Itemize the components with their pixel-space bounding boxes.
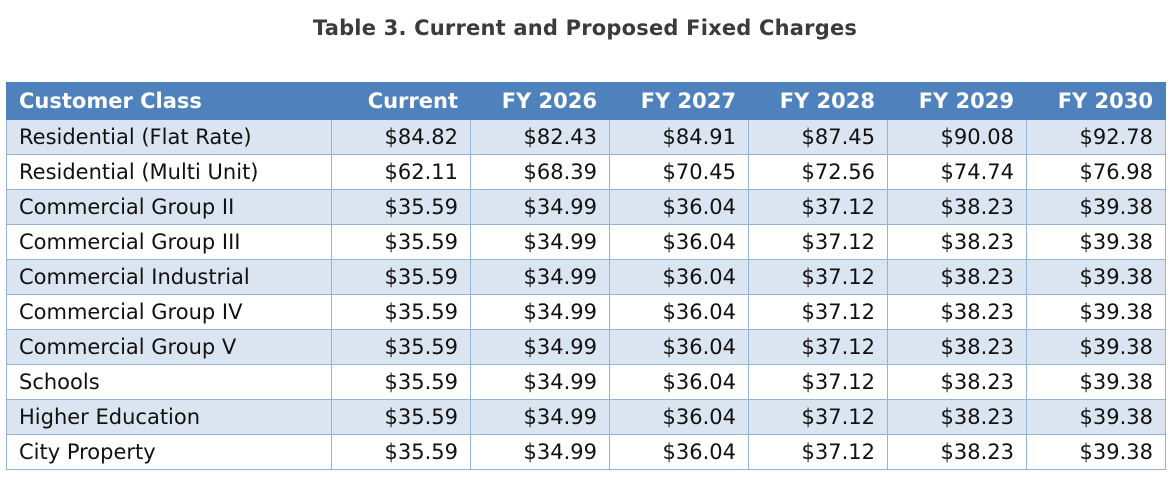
customer-class-cell: Schools [6,364,332,400]
charge-cell: $38.23 [887,399,1027,435]
charge-cell: $36.04 [609,189,749,225]
table-row: Residential (Flat Rate) $84.82 $82.43 $84.9… [6,119,1166,155]
fixed-charges-table: Customer Class Current FY 2026 FY 2027 FY 20… [6,82,1166,470]
charge-cell: $34.99 [470,294,610,330]
charge-cell: $84.82 [331,119,471,155]
charge-cell: $35.59 [331,189,471,225]
charge-cell: $68.39 [470,154,610,190]
charge-cell: $90.08 [887,119,1027,155]
charge-cell: $38.23 [887,434,1027,470]
charge-cell: $36.04 [609,399,749,435]
charge-cell: $34.99 [470,224,610,260]
charge-cell: $39.38 [1026,224,1166,260]
charge-cell: $34.99 [470,434,610,470]
column-header: Current [331,82,471,120]
table-row: Commercial Group II $35.59 $34.99 $36.04 $37… [6,189,1166,225]
charge-cell: $38.23 [887,259,1027,295]
table-row: Schools $35.59 $34.99 $36.04 $37.12 $38.23 $39… [6,364,1166,400]
customer-class-cell: Commercial Industrial [6,259,332,295]
charge-cell: $34.99 [470,189,610,225]
charge-cell: $76.98 [1026,154,1166,190]
charge-cell: $39.38 [1026,329,1166,365]
customer-class-cell: City Property [6,434,332,470]
charge-cell: $35.59 [331,364,471,400]
table-row: Higher Education $35.59 $34.99 $36.04 $37.12… [6,399,1166,435]
table-body: Residential (Flat Rate) $84.82 $82.43 $84.9… [6,119,1166,470]
charge-cell: $37.12 [748,329,888,365]
column-header: FY 2026 [470,82,610,120]
column-header: FY 2029 [887,82,1027,120]
charge-cell: $35.59 [331,399,471,435]
charge-cell: $36.04 [609,294,749,330]
charge-cell: $35.59 [331,259,471,295]
charge-cell: $37.12 [748,294,888,330]
charge-cell: $35.59 [331,329,471,365]
charge-cell: $36.04 [609,259,749,295]
charge-cell: $39.38 [1026,189,1166,225]
charge-cell: $39.38 [1026,434,1166,470]
charge-cell: $84.91 [609,119,749,155]
customer-class-cell: Residential (Flat Rate) [6,119,332,155]
customer-class-cell: Residential (Multi Unit) [6,154,332,190]
charge-cell: $39.38 [1026,364,1166,400]
charge-cell: $39.38 [1026,294,1166,330]
charge-cell: $35.59 [331,434,471,470]
charge-cell: $38.23 [887,189,1027,225]
charge-cell: $38.23 [887,329,1027,365]
table-row: Commercial Group V $35.59 $34.99 $36.04 $37.… [6,329,1166,365]
column-header-customer-class: Customer Class [6,82,332,120]
customer-class-cell: Commercial Group II [6,189,332,225]
table-row: City Property $35.59 $34.99 $36.04 $37.12 $38… [6,434,1166,470]
customer-class-cell: Commercial Group IV [6,294,332,330]
charge-cell: $34.99 [470,399,610,435]
charge-cell: $37.12 [748,434,888,470]
charge-cell: $37.12 [748,189,888,225]
table-row: Commercial Group III $35.59 $34.99 $36.04 $3… [6,224,1166,260]
column-header: FY 2027 [609,82,749,120]
table-row: Commercial Industrial $35.59 $34.99 $36.04 $… [6,259,1166,295]
charge-cell: $38.23 [887,364,1027,400]
charge-cell: $37.12 [748,224,888,260]
customer-class-cell: Higher Education [6,399,332,435]
charge-cell: $34.99 [470,364,610,400]
column-header: FY 2028 [748,82,888,120]
charge-cell: $34.99 [470,329,610,365]
charge-cell: $36.04 [609,434,749,470]
customer-class-cell: Commercial Group III [6,224,332,260]
charge-cell: $36.04 [609,224,749,260]
table-header-row: Customer Class Current FY 2026 FY 2027 FY 20… [6,82,1166,120]
charge-cell: $62.11 [331,154,471,190]
charge-cell: $36.04 [609,329,749,365]
charge-cell: $35.59 [331,224,471,260]
charge-cell: $39.38 [1026,259,1166,295]
charge-cell: $37.12 [748,399,888,435]
charge-cell: $38.23 [887,294,1027,330]
table-caption: Table 3. Current and Proposed Fixed Char… [312,16,858,40]
charge-cell: $74.74 [887,154,1027,190]
customer-class-cell: Commercial Group V [6,329,332,365]
charge-cell: $87.45 [748,119,888,155]
charge-cell: $72.56 [748,154,888,190]
column-header: FY 2030 [1026,82,1166,120]
charge-cell: $35.59 [331,294,471,330]
charge-cell: $38.23 [887,224,1027,260]
table-row: Commercial Group IV $35.59 $34.99 $36.04 $37… [6,294,1166,330]
charge-cell: $82.43 [470,119,610,155]
charge-cell: $70.45 [609,154,749,190]
charge-cell: $92.78 [1026,119,1166,155]
charge-cell: $36.04 [609,364,749,400]
charge-cell: $39.38 [1026,399,1166,435]
charge-cell: $37.12 [748,259,888,295]
charge-cell: $34.99 [470,259,610,295]
table-row: Residential (Multi Unit) $62.11 $68.39 $70.… [6,154,1166,190]
charge-cell: $37.12 [748,364,888,400]
